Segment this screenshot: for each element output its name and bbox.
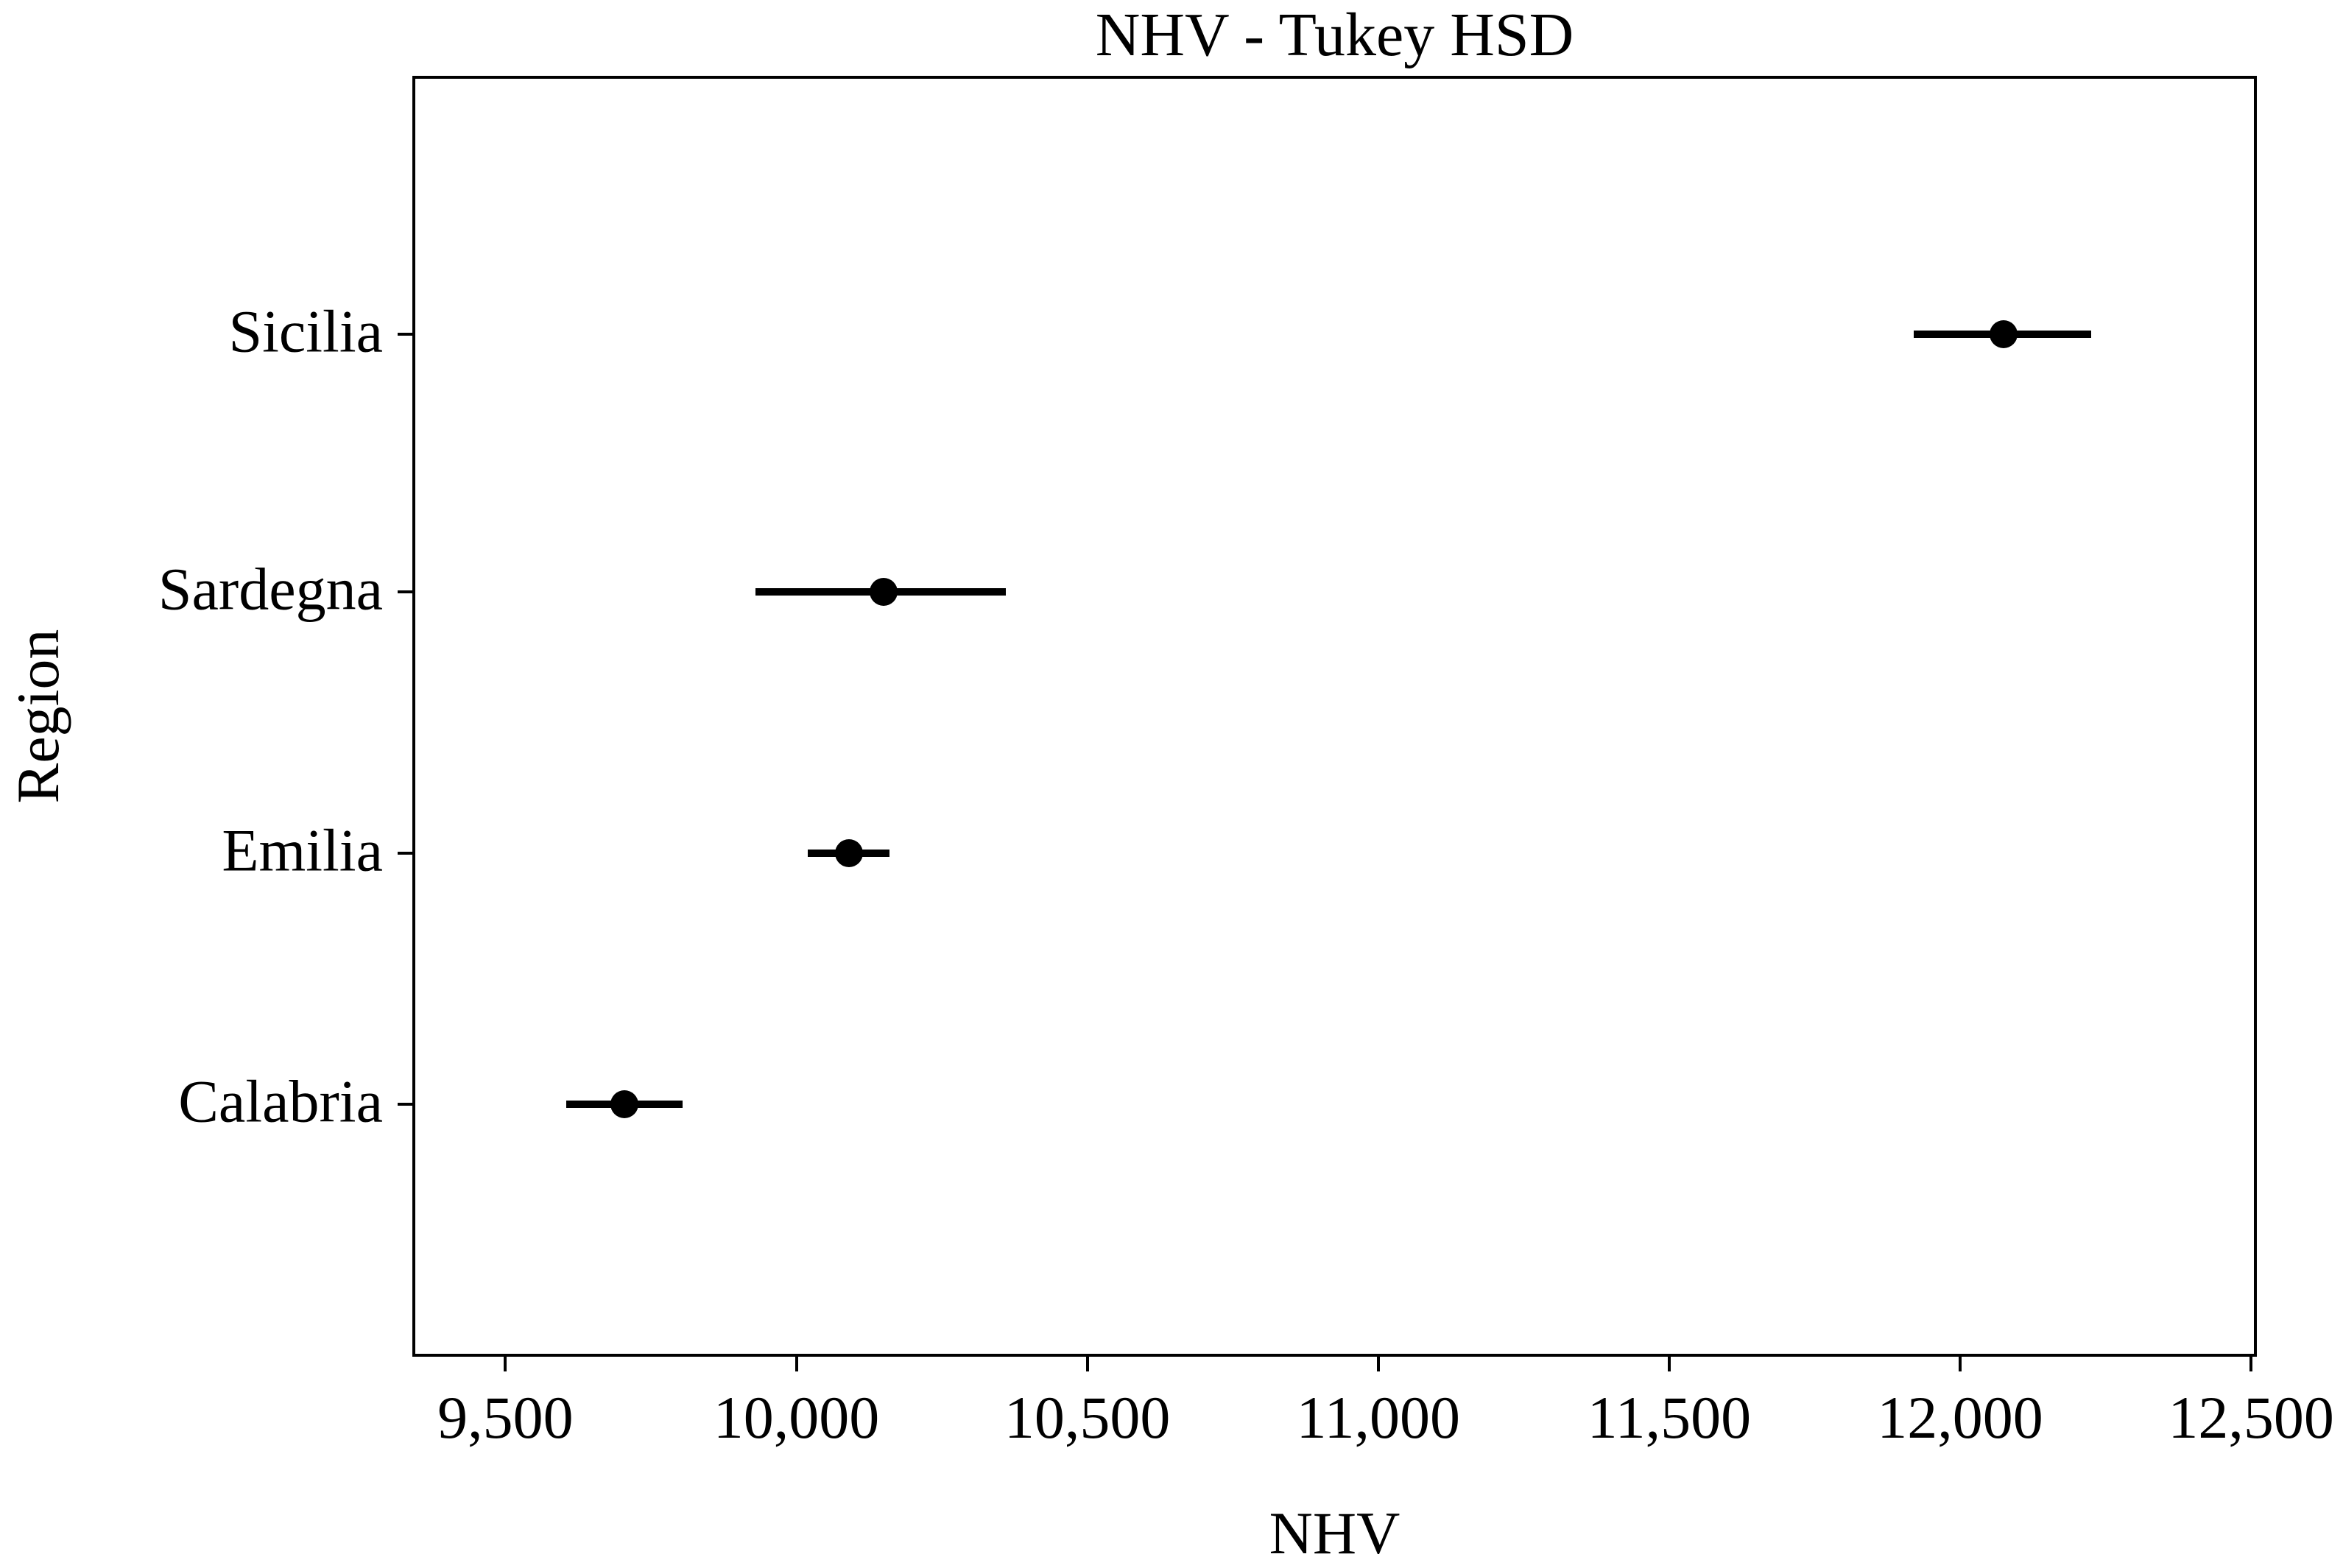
y-axis-label: Region	[4, 629, 71, 804]
mean-dot	[1990, 320, 2018, 349]
y-tick	[398, 852, 412, 855]
x-tick-label: 10,000	[713, 1384, 880, 1451]
x-tick-label: 10,500	[1004, 1384, 1171, 1451]
y-tick	[398, 333, 412, 336]
x-tick-label: 11,500	[1587, 1384, 1752, 1451]
x-tick	[1667, 1357, 1671, 1371]
mean-dot	[834, 839, 863, 868]
x-tick-label: 9,500	[437, 1384, 574, 1451]
x-tick	[794, 1357, 798, 1371]
plot-area: 9,500 10,000 10,500 11,000 11,500 12,000 12,50…	[158, 76, 2334, 1451]
x-tick-label: 11,000	[1296, 1384, 1460, 1451]
x-tick	[1376, 1357, 1380, 1371]
y-tick	[398, 1103, 412, 1106]
y-tick	[398, 590, 412, 594]
x-tick-label: 12,500	[2168, 1384, 2334, 1451]
mean-dot	[870, 578, 898, 607]
x-axis-label: NHV	[1269, 1500, 1400, 1567]
y-tick-label: Emilia	[222, 816, 383, 884]
x-tick-label: 12,000	[1877, 1384, 2043, 1451]
y-tick-label: Sardegna	[158, 555, 383, 623]
x-tick	[504, 1357, 507, 1371]
y-tick-label: Calabria	[178, 1067, 383, 1135]
y-tick-label: Sicilia	[228, 297, 383, 365]
x-tick	[2249, 1357, 2253, 1371]
mean-dot	[610, 1090, 639, 1119]
chart-title: NHV - Tukey HSD	[1095, 1, 1574, 69]
x-tick	[1085, 1357, 1089, 1371]
x-tick	[1958, 1357, 1962, 1371]
plot-frame	[412, 76, 2257, 1357]
